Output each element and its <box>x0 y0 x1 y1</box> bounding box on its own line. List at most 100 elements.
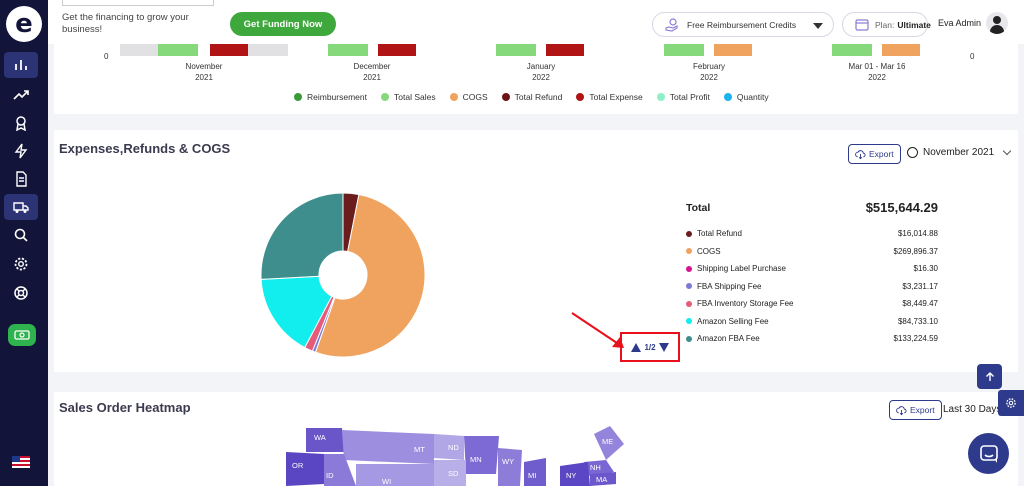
sidebar-item-settings[interactable] <box>4 251 38 277</box>
legend-label: Total Expense <box>589 92 643 102</box>
us-flag-icon[interactable] <box>12 456 30 468</box>
map-state[interactable] <box>324 454 356 486</box>
export-button[interactable]: Export <box>889 400 942 420</box>
sidebar-item-trends[interactable] <box>4 82 38 108</box>
state-label: WA <box>314 433 326 442</box>
legend-dot-icon <box>501 93 510 101</box>
donut-slice[interactable] <box>260 275 333 349</box>
map-state[interactable] <box>342 430 434 464</box>
map-state[interactable] <box>524 458 546 486</box>
scroll-to-top-button[interactable] <box>977 364 1002 389</box>
date-select[interactable]: November 2021 <box>907 146 1012 158</box>
pager-text: 1/2 <box>644 342 656 352</box>
annotation-arrow-icon <box>571 312 624 348</box>
map-state[interactable] <box>286 452 324 486</box>
clock-icon <box>907 147 918 158</box>
export-label: Export <box>869 149 894 159</box>
sidebar-item-shipping[interactable] <box>4 194 38 220</box>
expense-value: $84,733.10 <box>897 316 938 326</box>
get-funding-button[interactable]: Get Funding Now <box>230 12 336 36</box>
expense-item: Amazon FBA Fee $133,224.59 <box>686 330 938 348</box>
state-label: NY <box>566 471 576 480</box>
cash-icon <box>14 330 30 340</box>
export-button[interactable]: Export <box>848 144 901 164</box>
plan-label: Plan: <box>875 19 895 30</box>
user-name[interactable]: Eva Admin <box>938 18 982 28</box>
legend-label: Total Sales <box>394 92 436 102</box>
expense-label: Shipping Label Purchase <box>697 264 786 274</box>
map-state[interactable] <box>464 436 499 474</box>
legend-item[interactable]: Total Expense <box>576 92 643 102</box>
expense-label: COGS <box>697 246 721 256</box>
legend-item[interactable]: Total Profit <box>656 92 710 102</box>
plan-value: Ultimate <box>897 19 931 30</box>
avatar[interactable] <box>986 12 1008 34</box>
sidebar-item-analytics[interactable] <box>4 52 38 78</box>
map-state[interactable] <box>306 428 344 452</box>
date-select-value: November 2021 <box>923 147 995 158</box>
chart-bar <box>664 44 704 56</box>
expense-value: $133,224.59 <box>893 334 939 344</box>
chart-bar <box>210 44 248 56</box>
expenses-totals: Total $515,644.29 Total Refund $16,014.88… <box>686 200 938 348</box>
map-state[interactable] <box>590 472 616 486</box>
app-logo[interactable]: e <box>6 6 42 42</box>
pager-down-icon[interactable] <box>658 342 669 352</box>
plan-badge[interactable]: Plan: Ultimate <box>842 12 931 37</box>
sidebar-item-search[interactable] <box>4 222 38 248</box>
chart-bar <box>158 44 198 56</box>
chart-legend: Reimbursement Total Sales COGS Total Refund… <box>294 92 769 102</box>
chart-bar <box>248 44 288 56</box>
legend-dot-icon <box>686 265 692 272</box>
map-state[interactable] <box>584 460 614 476</box>
month-label: Mar 01 - Mar 16 2022 <box>848 62 906 82</box>
donut-slice[interactable] <box>260 192 344 280</box>
truck-icon <box>13 202 29 213</box>
range-select[interactable]: Last 30 Days <box>943 404 1002 415</box>
legend-dot-icon <box>656 93 665 101</box>
us-heatmap: WA MT ND MN OR ID SD WI WY MI ME NH NY MA <box>286 426 624 486</box>
donut-slice[interactable] <box>314 193 426 358</box>
cash-badge[interactable] <box>8 324 36 346</box>
sidebar-item-awards[interactable] <box>4 110 38 136</box>
chat-button[interactable] <box>968 433 1009 474</box>
chart-bars <box>54 44 1018 56</box>
expense-value: $269,896.37 <box>893 246 939 256</box>
sidebar-item-automation[interactable] <box>4 138 38 164</box>
map-state[interactable] <box>594 426 624 460</box>
expense-value: $3,231.17 <box>902 281 938 291</box>
state-label: MI <box>528 471 536 480</box>
export-label: Export <box>910 405 935 415</box>
axis-label-left: 0 <box>104 52 109 61</box>
map-state[interactable] <box>560 462 590 486</box>
legend-item[interactable]: COGS <box>449 92 488 102</box>
legend-item[interactable]: Quantity <box>723 92 769 102</box>
legend-item[interactable]: Reimbursement <box>294 92 367 102</box>
document-icon <box>16 171 27 187</box>
chart-bar <box>378 44 416 56</box>
legend-dot-icon <box>686 300 692 307</box>
reimbursement-credits-select[interactable]: Free Reimbursement Credits <box>652 12 834 37</box>
award-icon <box>16 116 26 131</box>
expenses-card: Expenses,Refunds & COGS Export November … <box>54 130 1018 372</box>
sidebar-item-documents[interactable] <box>4 166 38 192</box>
expense-value: $16,014.88 <box>897 229 938 239</box>
expense-item: COGS $269,896.37 <box>686 243 938 261</box>
expense-label: FBA Inventory Storage Fee <box>697 299 794 309</box>
settings-fab-button[interactable] <box>998 390 1024 416</box>
expense-list: Total Refund $16,014.88 COGS $269,896.37 Shi… <box>686 225 938 348</box>
arrow-up-icon <box>985 371 994 381</box>
top-bar: Get the financing to grow your business!… <box>48 0 1024 44</box>
legend-item[interactable]: Total Refund <box>501 92 562 102</box>
legend-item[interactable]: Total Sales <box>381 92 436 102</box>
expense-label: Amazon Selling Fee <box>697 316 769 326</box>
month-label: December 2021 <box>353 62 391 82</box>
map-state[interactable] <box>434 460 466 486</box>
map-state[interactable] <box>356 464 434 486</box>
pager-up-icon[interactable] <box>631 342 642 352</box>
sidebar-item-support[interactable] <box>4 280 38 306</box>
sales-overview-chart: 0 0 November 2021 December 2021 January 202… <box>54 44 1018 114</box>
map-state[interactable] <box>498 448 522 486</box>
chart-bar <box>496 44 536 56</box>
map-state[interactable] <box>434 434 464 460</box>
